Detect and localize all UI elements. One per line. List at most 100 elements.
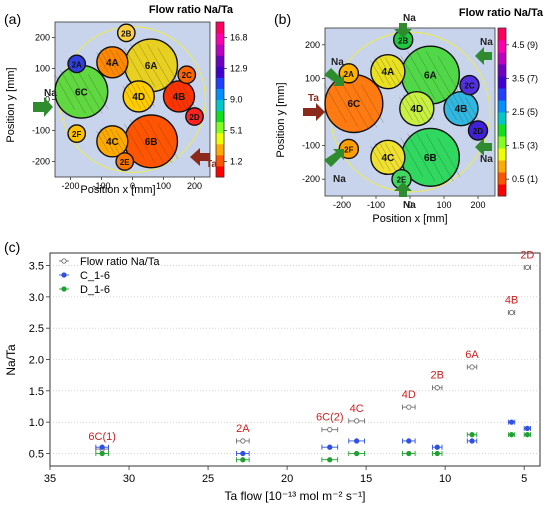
a-disk-shape [177, 65, 197, 85]
a-disk-contour [142, 85, 155, 107]
b-colorbar-segment [498, 88, 506, 101]
a-disk-contour [77, 69, 103, 114]
c-point [353, 418, 360, 424]
a-disk-label: 4D [132, 92, 145, 103]
a-ytick-label: 100 [35, 64, 50, 74]
a-colorbar-segment [216, 165, 224, 178]
b-disk-label: 4B [455, 104, 468, 115]
c-point [524, 432, 531, 438]
b-ytick-label: -200 [302, 174, 320, 184]
panel-b-inflow-top-label: Na [403, 13, 416, 24]
c-point-annotation: 2B [431, 370, 444, 382]
b-disk-shape [338, 63, 360, 84]
b-disk-contour [379, 142, 397, 173]
c-xtick-label: 25 [202, 473, 214, 485]
a-disk-contour [87, 74, 109, 110]
panel-b-inflow-right-top: Na [475, 37, 493, 65]
c-series-1 [95, 419, 531, 457]
b-disk-2e: 2E [391, 168, 412, 190]
b-disk-contour [392, 60, 406, 84]
a-disk-contour [99, 49, 115, 76]
a-colorbar-tick-label: 16.8 [230, 33, 248, 43]
panel-c-xlabel: Ta flow [10⁻¹³ mol m⁻² s⁻¹] [224, 489, 365, 503]
b-disk-contour [339, 78, 369, 129]
panel-c: (c) 0.5 1.0 1.5 2.0 2.5 3.0 3.5 35 30 25 20 15 10 5 6… [4, 239, 541, 503]
panel-a-colorbar-title: Flow ratio Na/Ta [149, 4, 234, 16]
panel-c-ylabel: Na/Ta [4, 344, 18, 376]
a-disk-2e: 2E [115, 152, 135, 171]
b-disk-contour [420, 97, 435, 121]
a-disk-contour [162, 85, 176, 107]
a-ytick-label: 0 [45, 95, 50, 105]
b-colorbar-segment [498, 148, 506, 161]
a-disk-2d: 2D [185, 107, 204, 126]
panel-b-inflow-left-bottom-label: Na [333, 174, 346, 185]
b-disk-2a: 2A [338, 63, 360, 84]
a-disk-contour [137, 118, 165, 165]
arrow-up-icon [394, 182, 412, 197]
b-colorbar-segment [498, 160, 506, 173]
b-disk-contour [408, 93, 426, 124]
a-disk-contour [130, 119, 156, 164]
panel-a-inflow-ta-label: Ta [206, 159, 217, 170]
a-disk-contour [116, 130, 129, 152]
a-disk-contour [68, 68, 95, 115]
panel-b-colorbar: 4.5 (9) 3.5 (7) 2.5 (5) 1.5 (3) 0.5 (1) [497, 27, 538, 197]
b-disk-label: 6C [348, 99, 361, 110]
a-colorbar-tick-label: 9.0 [230, 95, 243, 105]
b-disk-contour [407, 51, 436, 99]
a-disk-2f: 2F [67, 124, 87, 143]
b-disk-label: 4C [382, 153, 395, 164]
panel-c-marks: 6C(1) 2A 6C(2) 4C 4D 2B 6A 4B 2D [88, 249, 534, 463]
a-disk-4a: 4A [96, 46, 129, 79]
a-disk-label: 2B [121, 29, 131, 38]
b-disk-contour [330, 79, 359, 128]
arrow-down-icon [394, 23, 412, 38]
panel-a-inflow-na: Na [33, 88, 57, 117]
c-point [434, 385, 440, 391]
panel-b-label: (b) [274, 11, 291, 27]
a-disk-contour [104, 48, 121, 76]
c-point [327, 427, 333, 433]
a-disk-contour [157, 47, 179, 84]
b-colorbar-segment [498, 28, 506, 41]
b-colorbar-segment [498, 124, 506, 137]
c-ytick-label: 2.5 [29, 323, 44, 335]
a-colorbar-segment [216, 132, 224, 145]
b-disk-label: 2A [344, 70, 354, 79]
c-point [240, 457, 246, 463]
b-disk-contour [370, 145, 384, 169]
c-point [524, 264, 531, 271]
b-colorbar-segment [498, 40, 506, 53]
c-point [353, 438, 360, 444]
b-disk-contour [400, 55, 424, 95]
b-xtick-label: 200 [470, 200, 485, 210]
a-disk-label: 2C [182, 71, 192, 80]
a-disk-contour [137, 42, 165, 89]
a-disk-2b: 2B [116, 23, 136, 43]
a-disk-shape [116, 23, 136, 43]
a-disk-contour [136, 83, 152, 110]
b-disk-contour [399, 97, 413, 121]
a-disk-label: 4B [173, 92, 186, 103]
panel-b: (b) Flow ratio Na/Ta Position x [mm] Pos… [274, 7, 544, 225]
b-disk-2c: 2C [459, 74, 480, 96]
a-disk-contour [182, 85, 196, 107]
b-disk-contour [407, 133, 436, 182]
b-disk-contour [361, 84, 384, 124]
c-legend-label: C_1-6 [80, 270, 110, 282]
a-disk-contour [123, 47, 145, 84]
c-point [434, 444, 440, 450]
c-point [240, 438, 246, 444]
arrow-left-icon [190, 148, 210, 166]
panel-b-colorbar-title: Flow ratio Na/Ta [459, 7, 544, 19]
b-disk-6b: 6B [400, 127, 461, 187]
panel-a-inflow-ta: Ta [190, 148, 217, 170]
b-colorbar-segment [498, 172, 506, 185]
b-disk-label: 6A [424, 71, 437, 82]
b-disk-2b: 2B [392, 29, 414, 50]
c-point [469, 364, 475, 370]
c-ytick-label: 0.5 [29, 448, 44, 460]
b-disk-contour [374, 143, 391, 172]
a-colorbar-segment [216, 33, 224, 45]
